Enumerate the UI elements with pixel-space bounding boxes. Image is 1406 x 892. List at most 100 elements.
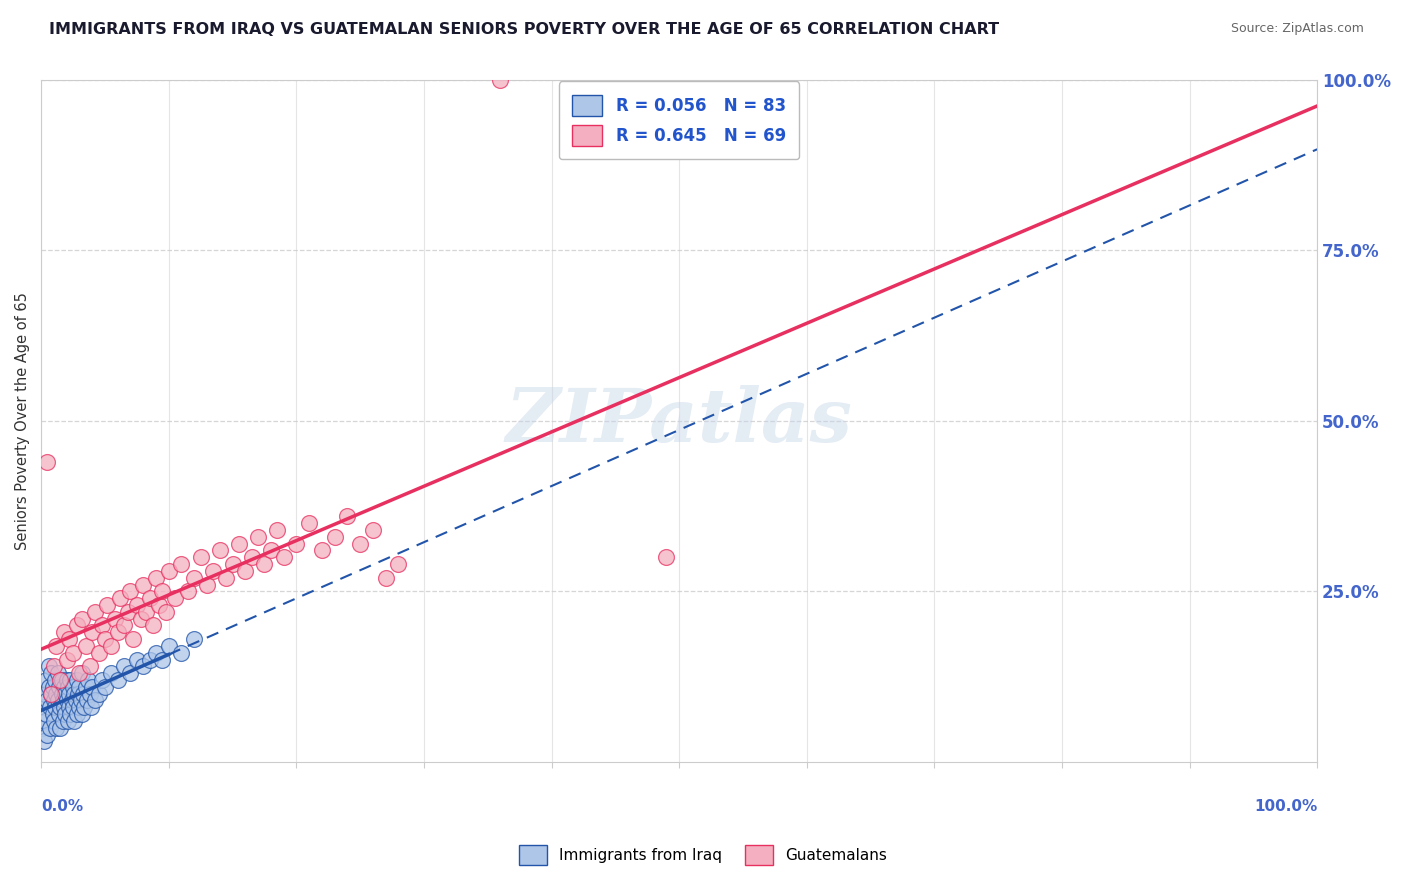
Point	[51, 687, 73, 701]
Text: Source: ZipAtlas.com: Source: ZipAtlas.com	[1230, 22, 1364, 36]
Point	[58, 632, 80, 646]
Point	[67, 666, 90, 681]
Point	[42, 659, 65, 673]
Point	[53, 707, 76, 722]
Point	[125, 652, 148, 666]
Point	[42, 693, 65, 707]
Point	[70, 612, 93, 626]
Point	[62, 680, 84, 694]
Point	[49, 700, 72, 714]
Point	[70, 707, 93, 722]
Point	[55, 693, 77, 707]
Point	[58, 700, 80, 714]
Point	[82, 680, 104, 694]
Point	[41, 687, 63, 701]
Point	[349, 536, 371, 550]
Point	[135, 605, 157, 619]
Point	[83, 605, 105, 619]
Point	[77, 673, 100, 687]
Point	[311, 543, 333, 558]
Point	[183, 571, 205, 585]
Point	[46, 693, 69, 707]
Point	[52, 714, 75, 728]
Point	[94, 632, 117, 646]
Point	[41, 680, 63, 694]
Point	[51, 673, 73, 687]
Point	[202, 564, 225, 578]
Point	[336, 509, 359, 524]
Point	[63, 687, 86, 701]
Point	[62, 646, 84, 660]
Point	[67, 680, 90, 694]
Point	[45, 721, 67, 735]
Point	[41, 687, 63, 701]
Point	[53, 687, 76, 701]
Point	[45, 687, 67, 701]
Point	[66, 707, 89, 722]
Point	[148, 598, 170, 612]
Point	[35, 673, 58, 687]
Point	[46, 666, 69, 681]
Point	[80, 700, 103, 714]
Point	[56, 680, 79, 694]
Point	[157, 639, 180, 653]
Point	[48, 707, 70, 722]
Point	[66, 673, 89, 687]
Point	[266, 523, 288, 537]
Point	[125, 598, 148, 612]
Point	[53, 700, 76, 714]
Text: IMMIGRANTS FROM IRAQ VS GUATEMALAN SENIORS POVERTY OVER THE AGE OF 65 CORRELATIO: IMMIGRANTS FROM IRAQ VS GUATEMALAN SENIO…	[49, 22, 1000, 37]
Point	[387, 557, 409, 571]
Point	[195, 577, 218, 591]
Point	[489, 73, 512, 87]
Point	[94, 680, 117, 694]
Point	[38, 659, 60, 673]
Point	[104, 612, 127, 626]
Point	[53, 680, 76, 694]
Point	[65, 693, 87, 707]
Point	[374, 571, 396, 585]
Point	[37, 455, 59, 469]
Point	[112, 618, 135, 632]
Point	[44, 700, 66, 714]
Point	[37, 693, 59, 707]
Point	[79, 687, 101, 701]
Point	[56, 714, 79, 728]
Point	[79, 659, 101, 673]
Point	[107, 673, 129, 687]
Point	[145, 571, 167, 585]
Y-axis label: Seniors Poverty Over the Age of 65: Seniors Poverty Over the Age of 65	[15, 292, 30, 549]
Point	[96, 598, 118, 612]
Point	[48, 680, 70, 694]
Point	[69, 693, 91, 707]
Point	[35, 707, 58, 722]
Legend: R = 0.056   N = 83, R = 0.645   N = 69: R = 0.056 N = 83, R = 0.645 N = 69	[560, 81, 799, 160]
Point	[62, 700, 84, 714]
Point	[170, 646, 193, 660]
Point	[32, 734, 55, 748]
Point	[37, 727, 59, 741]
Point	[44, 673, 66, 687]
Point	[52, 693, 75, 707]
Point	[59, 673, 82, 687]
Point	[75, 639, 97, 653]
Point	[107, 625, 129, 640]
Point	[155, 605, 177, 619]
Point	[72, 687, 94, 701]
Point	[31, 721, 53, 735]
Point	[247, 530, 270, 544]
Point	[76, 693, 98, 707]
Point	[215, 571, 238, 585]
Point	[91, 618, 114, 632]
Point	[145, 646, 167, 660]
Point	[132, 577, 155, 591]
Point	[273, 550, 295, 565]
Point	[233, 564, 256, 578]
Text: ZIPatlas: ZIPatlas	[506, 384, 852, 457]
Point	[58, 687, 80, 701]
Point	[165, 591, 187, 606]
Point	[298, 516, 321, 530]
Point	[91, 673, 114, 687]
Point	[361, 523, 384, 537]
Point	[112, 659, 135, 673]
